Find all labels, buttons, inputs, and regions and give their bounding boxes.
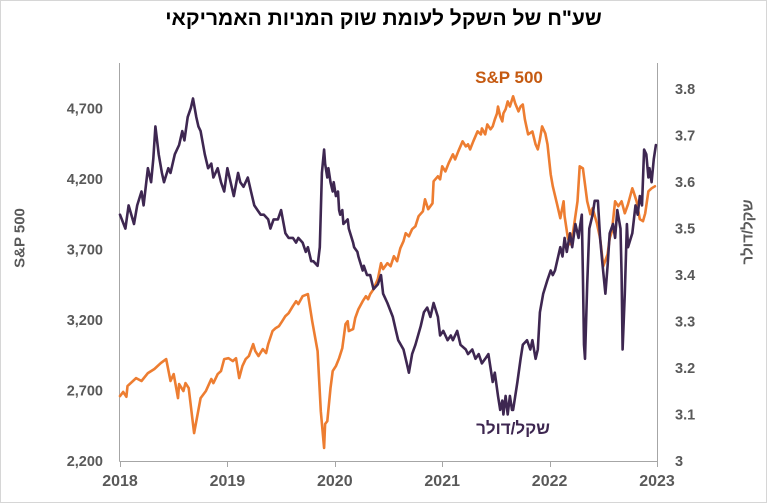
chart-title: שע"ח של השקל לעומת שוק המניות האמריקאי xyxy=(165,7,602,30)
right-tick-label: 3.8 xyxy=(675,82,695,98)
right-tick-label: 3.6 xyxy=(675,175,695,191)
shekel-line xyxy=(118,97,658,416)
left-tick-label: 4,200 xyxy=(67,172,103,188)
left-tick-label: 3,200 xyxy=(67,313,103,329)
right-tick-label: 3 xyxy=(675,454,683,470)
sp500-series-label: S&P 500 xyxy=(475,68,543,87)
x-tick-label: 2018 xyxy=(102,473,138,490)
right-tick-label: 3.2 xyxy=(675,361,695,377)
left-tick-label: 2,200 xyxy=(67,454,103,470)
right-tick-label: 3.3 xyxy=(675,315,695,331)
right-axis-title: שקל/דולר xyxy=(739,199,757,265)
x-tick-label: 2019 xyxy=(210,473,246,490)
right-tick-label: 3.5 xyxy=(675,222,695,238)
x-tick-label: 2021 xyxy=(424,473,460,490)
sp500-line xyxy=(118,95,657,450)
x-tick-label: 2022 xyxy=(532,473,568,490)
left-tick-label: 3,700 xyxy=(67,242,103,258)
x-tick-label: 2020 xyxy=(317,473,353,490)
shekel-series-label: שקל/דולר xyxy=(476,419,550,438)
left-tick-label: 4,700 xyxy=(67,101,103,117)
left-axis-title: S&P 500 xyxy=(11,208,29,268)
right-tick-label: 3.1 xyxy=(675,408,695,424)
right-tick-label: 3.7 xyxy=(675,129,695,145)
x-tick-label: 2023 xyxy=(639,473,675,490)
left-tick-label: 2,700 xyxy=(67,383,103,399)
right-tick-label: 3.4 xyxy=(675,268,695,284)
